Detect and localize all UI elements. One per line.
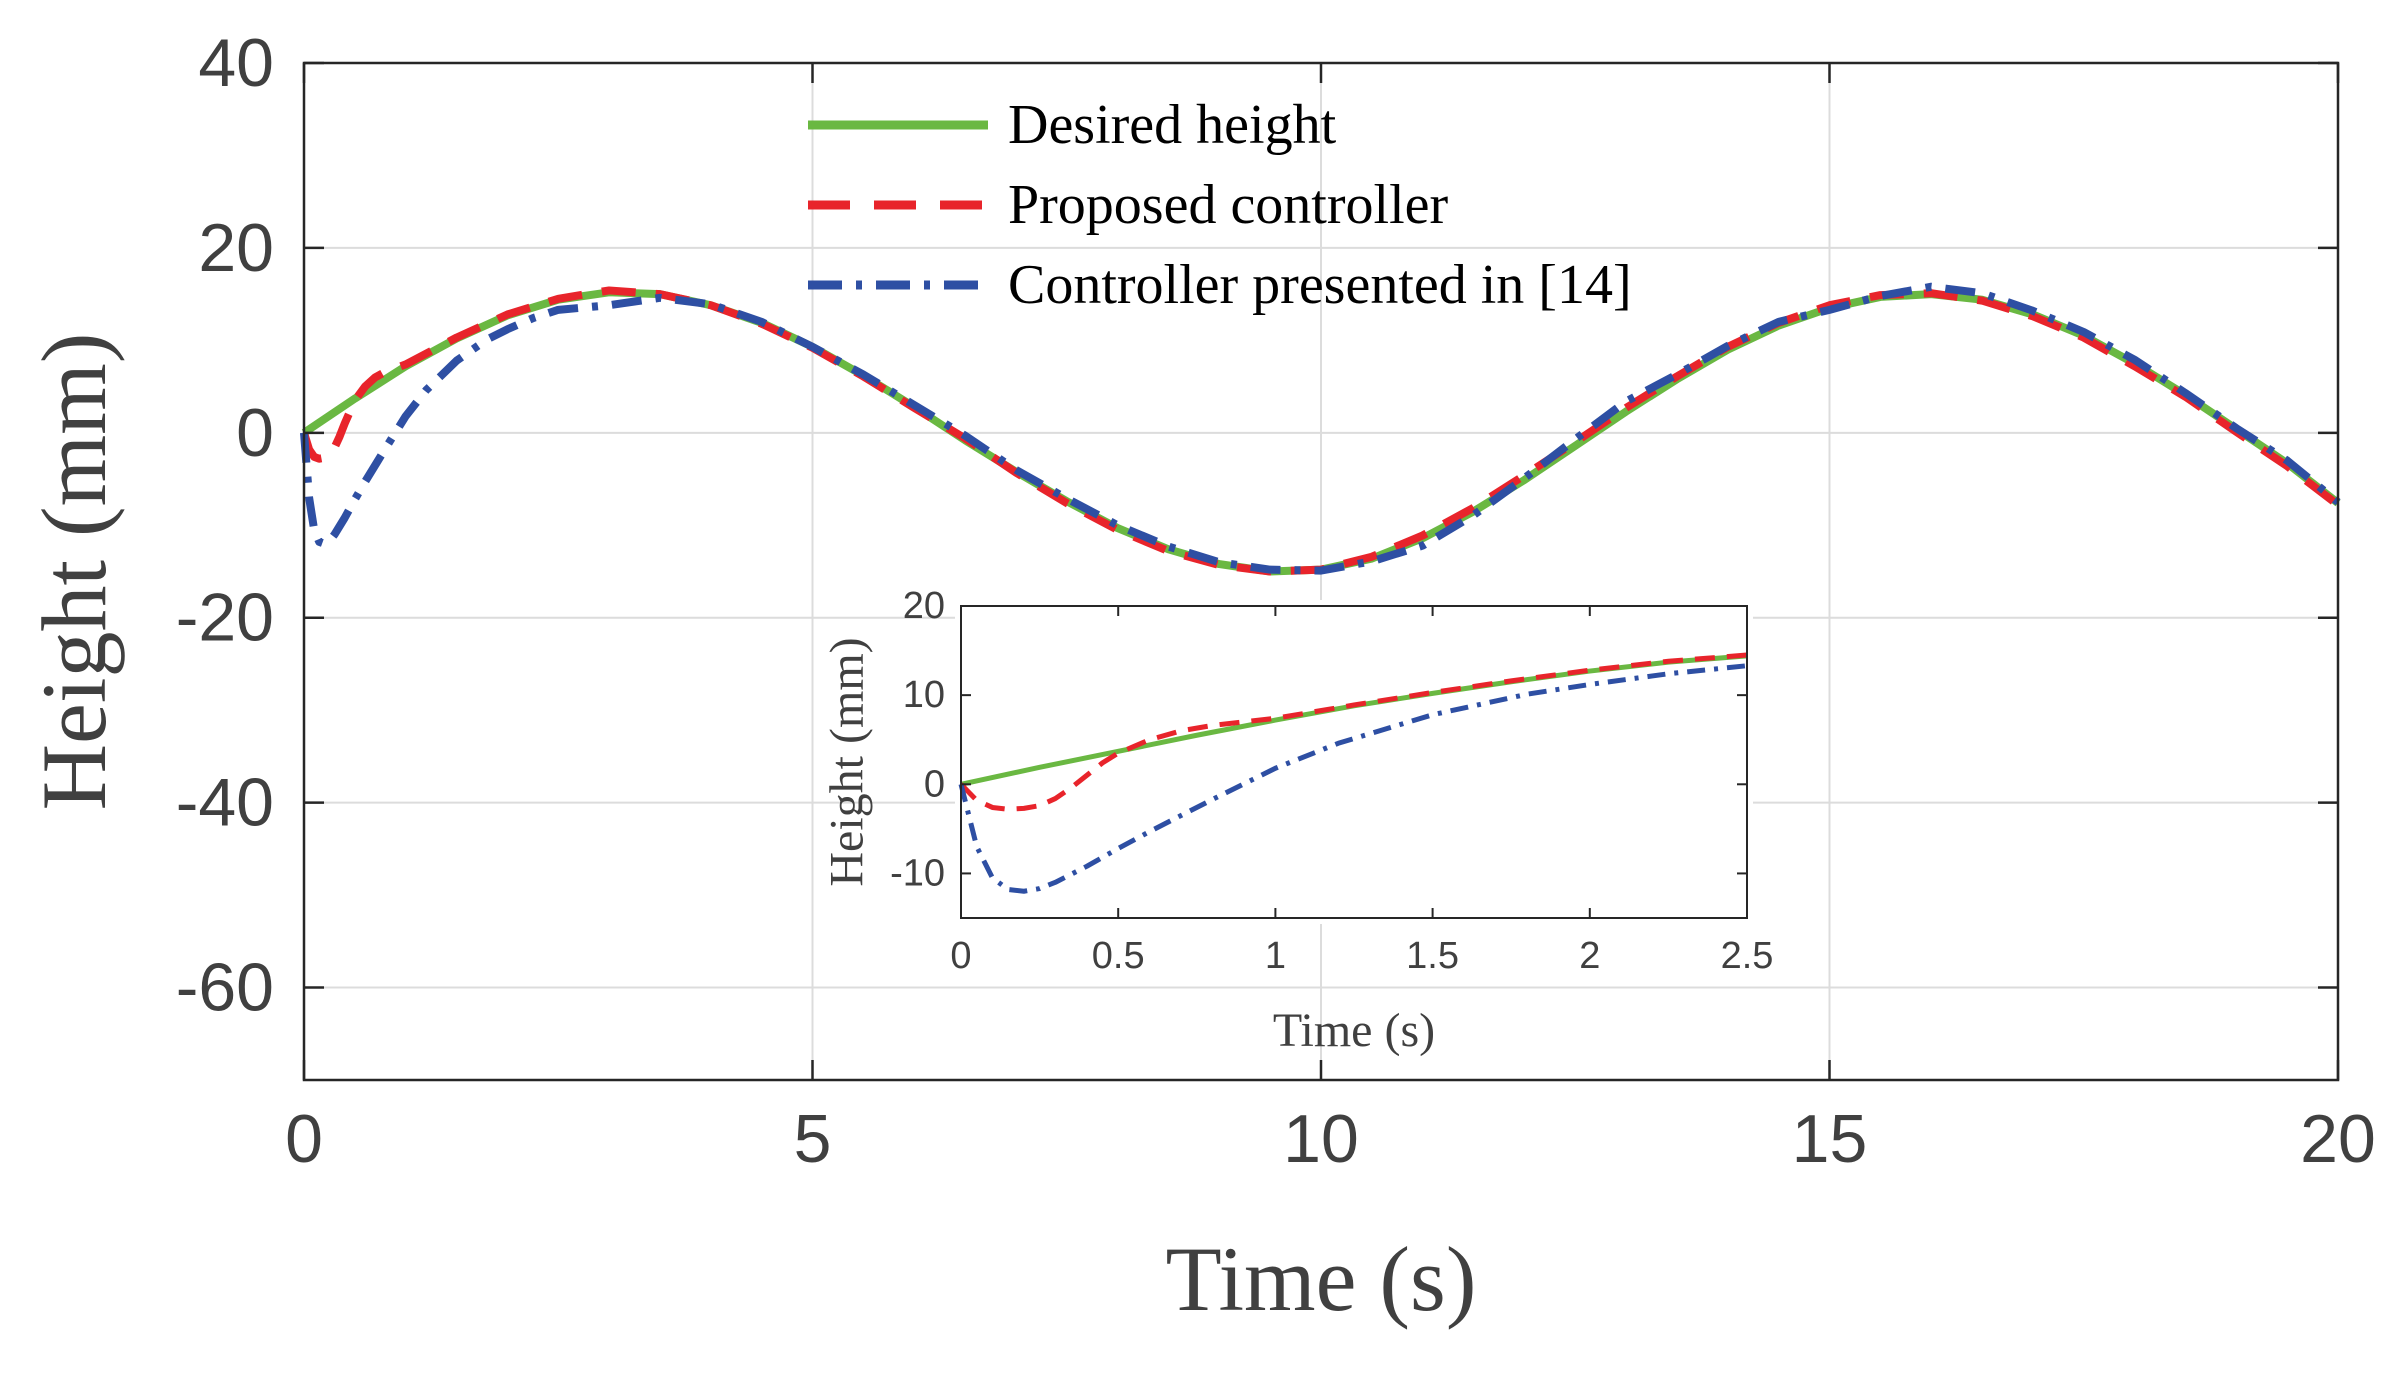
main-y-tick-label: -60 (176, 950, 274, 1026)
inset-y-tick-label: 0 (924, 763, 945, 805)
inset-x-tick-label: 2.5 (1721, 935, 1774, 977)
main-y-tick-label: 40 (198, 25, 274, 101)
inset-plot-area (961, 606, 1747, 918)
inset-x-tick-label: 1.5 (1406, 935, 1459, 977)
inset-y-tick-label: 20 (903, 585, 945, 627)
inset-x-tick-label: 0 (950, 935, 971, 977)
main-x-tick-label: 10 (1283, 1101, 1359, 1177)
main-x-tick-label: 5 (794, 1101, 832, 1177)
inset-x-tick-label: 0.5 (1092, 935, 1145, 977)
legend-label-3: Controller presented in [14] (1008, 254, 1632, 316)
main-series-line-2 (300, 286, 2341, 576)
main-y-tick-label: 20 (198, 210, 274, 286)
inset-y-axis-label: Height (mm) (821, 637, 874, 886)
main-x-tick-label: 15 (1792, 1101, 1868, 1177)
main-series-line-3 (300, 282, 2341, 575)
inset-x-tick-label: 2 (1579, 935, 1600, 977)
inset-series-line-2 (959, 652, 1748, 812)
main-y-tick-label: -40 (176, 765, 274, 841)
main-y-tick-label: -20 (176, 580, 274, 656)
main-x-tick-label: 20 (2300, 1101, 2376, 1177)
inset-x-tick-label: 1 (1265, 935, 1286, 977)
inset-x-axis-label: Time (s) (1273, 1004, 1435, 1057)
main-x-axis-label: Time (s) (1166, 1228, 1477, 1330)
main-y-tick-label: 0 (236, 395, 274, 471)
legend-label-1: Desired height (1008, 94, 1337, 156)
legend: Desired height Proposed controller Control… (808, 94, 1632, 316)
inset-series-line-3 (958, 663, 1748, 894)
inset-y-tick-label: -10 (890, 852, 945, 894)
inset-y-tick-label: 10 (903, 674, 945, 716)
main-x-tick-label: 0 (285, 1101, 323, 1177)
inset-axes-frame (960, 605, 1748, 919)
main-y-axis-label: Height (mm) (23, 333, 125, 811)
legend-label-2: Proposed controller (1008, 174, 1448, 236)
